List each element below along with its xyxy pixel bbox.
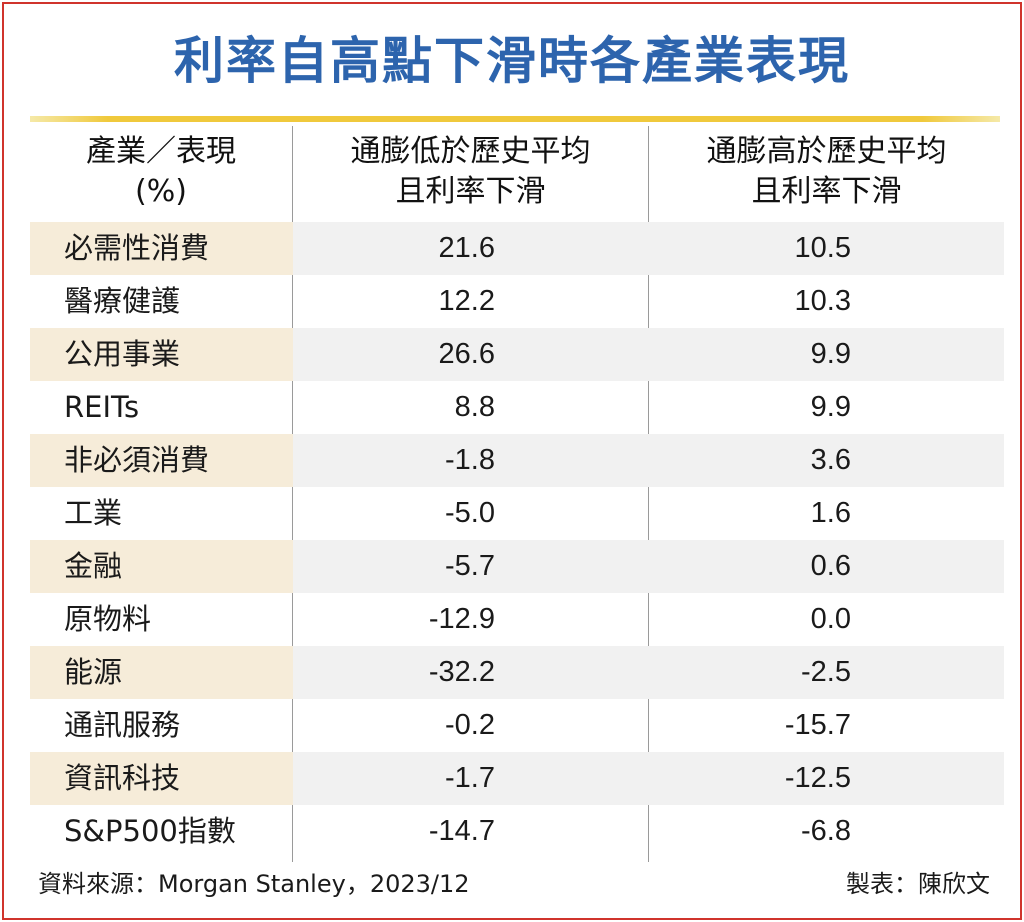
high-inflation-cell: -2.5 — [649, 646, 1004, 699]
low-inflation-cell: -14.7 — [293, 805, 649, 858]
high-inflation-cell: 9.9 — [649, 328, 1004, 381]
header-high-inflation-line-2: 且利率下滑 — [751, 174, 902, 209]
high-inflation-value: 10.5 — [794, 232, 851, 264]
low-inflation-value: 8.8 — [454, 391, 495, 423]
high-inflation-value: 0.6 — [810, 550, 851, 582]
low-inflation-value: 26.6 — [438, 338, 495, 370]
sector-cell: 能源 — [64, 655, 123, 689]
table-row: 非必須消費 -1.8 3.6 — [30, 434, 1004, 487]
table-row: 公用事業 26.6 9.9 — [30, 328, 1004, 381]
header-sector-line-1: 產業／表現 — [86, 134, 236, 169]
sector-cell: 金融 — [64, 549, 123, 583]
sector-cell: 資訊科技 — [64, 761, 181, 795]
high-inflation-value: 9.9 — [810, 391, 851, 423]
high-inflation-cell: -6.8 — [649, 805, 1004, 858]
table-row: 資訊科技 -1.7 -12.5 — [30, 752, 1004, 805]
header-high-inflation-line-1: 通膨高於歷史平均 — [706, 134, 947, 169]
low-inflation-value: -0.2 — [445, 709, 495, 741]
high-inflation-value: 3.6 — [810, 444, 851, 476]
table-row: 能源 -32.2 -2.5 — [30, 646, 1004, 699]
sector-cell: 非必須消費 — [64, 443, 210, 477]
table-row: 工業 -5.0 1.6 — [30, 487, 1004, 540]
high-inflation-value: 0.0 — [810, 603, 851, 635]
high-inflation-value: -6.8 — [801, 815, 851, 847]
low-inflation-cell: -1.8 — [293, 434, 649, 487]
sector-cell: REITs — [64, 390, 140, 424]
low-inflation-value: 12.2 — [438, 285, 495, 317]
sector-cell: 醫療健護 — [64, 284, 181, 318]
table-row: REITs 8.8 9.9 — [30, 381, 1004, 434]
table-row: 原物料 -12.9 0.0 — [30, 593, 1004, 646]
high-inflation-value: 10.3 — [794, 285, 851, 317]
high-inflation-value: -2.5 — [801, 656, 851, 688]
low-inflation-cell: -12.9 — [293, 593, 649, 646]
table-row: 金融 -5.7 0.6 — [30, 540, 1004, 593]
sector-cell: 通訊服務 — [64, 708, 181, 742]
high-inflation-cell: 0.0 — [649, 593, 1004, 646]
low-inflation-cell: 26.6 — [293, 328, 649, 381]
low-inflation-value: -32.2 — [428, 656, 495, 688]
header-sector: 產業／表現 (%) — [30, 132, 292, 220]
low-inflation-value: -12.9 — [428, 603, 495, 635]
sector-cell: 工業 — [64, 496, 123, 530]
high-inflation-cell: 3.6 — [649, 434, 1004, 487]
chart-title: 利率自高點下滑時各產業表現 — [174, 32, 850, 90]
high-inflation-value: -15.7 — [784, 709, 851, 741]
sector-cell: 原物料 — [64, 602, 152, 636]
table-row: 醫療健護 12.2 10.3 — [30, 275, 1004, 328]
source-note: 資料來源：Morgan Stanley，2023/12 — [38, 870, 470, 898]
header-low-inflation: 通膨低於歷史平均 且利率下滑 — [293, 132, 648, 220]
low-inflation-cell: -0.2 — [293, 699, 649, 752]
low-inflation-cell: 12.2 — [293, 275, 649, 328]
low-inflation-cell: -5.0 — [293, 487, 649, 540]
high-inflation-cell: 9.9 — [649, 381, 1004, 434]
title-underline — [30, 116, 1000, 122]
credit-note: 製表：陳欣文 — [846, 870, 990, 898]
low-inflation-value: -1.7 — [445, 762, 495, 794]
low-inflation-value: -5.0 — [445, 497, 495, 529]
low-inflation-cell: 8.8 — [293, 381, 649, 434]
low-inflation-cell: 21.6 — [293, 222, 649, 275]
high-inflation-cell: -15.7 — [649, 699, 1004, 752]
column-divider-2 — [648, 126, 649, 862]
high-inflation-cell: 0.6 — [649, 540, 1004, 593]
table-row: 必需性消費 21.6 10.5 — [30, 222, 1004, 275]
sector-cell: S&P500指數 — [64, 814, 236, 848]
high-inflation-cell: 10.5 — [649, 222, 1004, 275]
high-inflation-value: 9.9 — [810, 338, 851, 370]
table-row: 通訊服務 -0.2 -15.7 — [30, 699, 1004, 752]
sector-cell: 必需性消費 — [64, 231, 210, 265]
low-inflation-value: -1.8 — [445, 444, 495, 476]
low-inflation-value: 21.6 — [438, 232, 495, 264]
header-low-inflation-line-2: 且利率下滑 — [395, 174, 546, 209]
high-inflation-value: -12.5 — [784, 762, 851, 794]
sector-cell: 公用事業 — [64, 337, 181, 371]
header-low-inflation-line-1: 通膨低於歷史平均 — [350, 134, 591, 169]
low-inflation-cell: -32.2 — [293, 646, 649, 699]
table-row: S&P500指數 -14.7 -6.8 — [30, 805, 1004, 858]
high-inflation-cell: 10.3 — [649, 275, 1004, 328]
low-inflation-value: -5.7 — [445, 550, 495, 582]
table-body: 必需性消費 21.6 10.5 醫療健護 12.2 10.3 公用事業 26.6 9.9 REIT… — [30, 222, 1004, 858]
header-sector-line-2: (%) — [135, 174, 187, 209]
column-divider-1 — [292, 126, 293, 862]
low-inflation-cell: -5.7 — [293, 540, 649, 593]
low-inflation-value: -14.7 — [428, 815, 495, 847]
low-inflation-cell: -1.7 — [293, 752, 649, 805]
header-high-inflation: 通膨高於歷史平均 且利率下滑 — [649, 132, 1004, 220]
high-inflation-value: 1.6 — [810, 497, 851, 529]
high-inflation-cell: 1.6 — [649, 487, 1004, 540]
high-inflation-cell: -12.5 — [649, 752, 1004, 805]
